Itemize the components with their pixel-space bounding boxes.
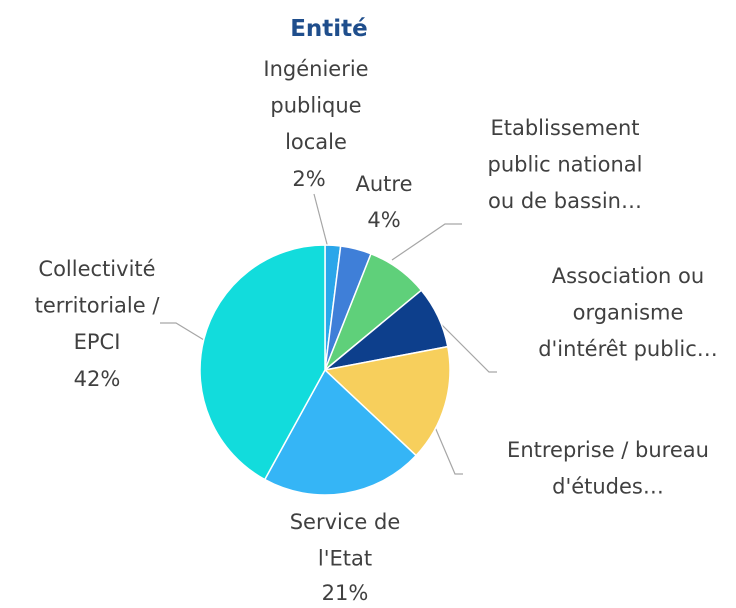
label-line: Entreprise / bureau bbox=[507, 438, 709, 462]
label-line: ou de bassin… bbox=[488, 189, 642, 213]
slice-label: Etablissement public national ou de bassin… bbox=[488, 116, 643, 213]
leader-line bbox=[313, 193, 329, 249]
label-line: Association ou bbox=[552, 264, 704, 288]
slice-label: Collectivité territoriale / EPCI bbox=[35, 257, 161, 354]
label-line: organisme bbox=[573, 301, 684, 325]
label-line: d'intérêt public… bbox=[538, 337, 718, 361]
label-line: Collectivité bbox=[38, 257, 155, 281]
label-line: d'études… bbox=[552, 475, 664, 499]
slice-label: Association ou organisme d'intérêt public… bbox=[538, 264, 718, 361]
label-line: Service de bbox=[290, 510, 401, 534]
label-line: Autre bbox=[355, 172, 412, 196]
pie-slice bbox=[323, 345, 451, 457]
pie-slice bbox=[263, 368, 418, 496]
slice-label: Entreprise / bureau d'études… bbox=[507, 438, 709, 499]
chart-title: Entité bbox=[290, 16, 368, 42]
leader-line bbox=[431, 419, 463, 475]
label-line: EPCI bbox=[74, 330, 121, 354]
value-label: 4% bbox=[367, 208, 400, 232]
label-line: territoriale / bbox=[35, 294, 161, 318]
label-line: Ingénierie bbox=[263, 57, 368, 81]
label-line: Etablissement bbox=[490, 116, 639, 140]
slice-label: Ingénierie publique locale bbox=[263, 57, 368, 154]
value-label: 2% bbox=[292, 167, 325, 191]
label-line: locale bbox=[285, 130, 347, 154]
value-label: 21% bbox=[322, 581, 369, 605]
leader-line bbox=[391, 223, 462, 261]
pie-slice bbox=[199, 244, 326, 481]
value-label: 42% bbox=[74, 367, 121, 391]
label-line: public national bbox=[488, 153, 643, 177]
label-line: publique bbox=[270, 94, 361, 118]
leader-line bbox=[436, 319, 497, 373]
slice-label: Service de l'Etat bbox=[290, 510, 401, 571]
leader-line bbox=[160, 322, 205, 341]
label-line: l'Etat bbox=[318, 547, 372, 571]
slice-label: Autre bbox=[355, 172, 412, 196]
